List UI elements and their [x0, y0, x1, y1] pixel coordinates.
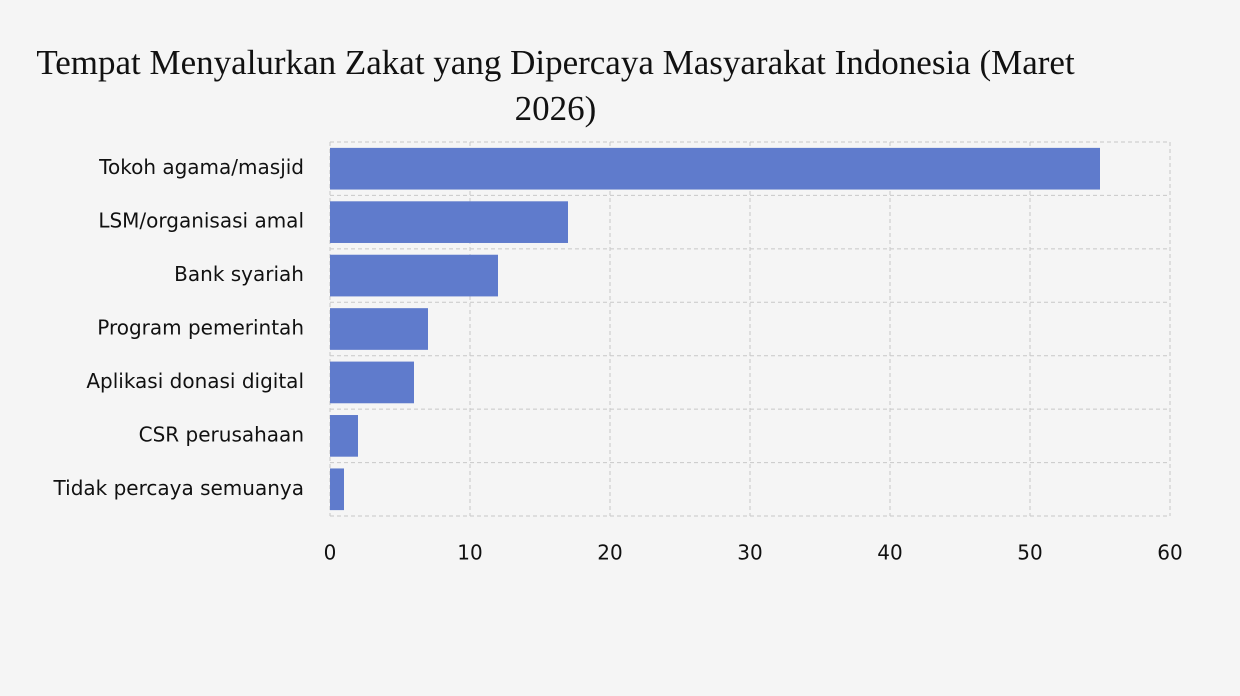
bar	[330, 147, 1100, 190]
bar	[330, 254, 498, 297]
x-tick-label: 10	[457, 541, 482, 565]
bar	[330, 468, 344, 511]
y-tick-label: Aplikasi donasi digital	[86, 369, 304, 393]
bar	[330, 308, 428, 350]
y-tick-label: CSR perusahaan	[139, 422, 304, 446]
x-tick-label: 60	[1157, 541, 1182, 565]
chart-title: Tempat Menyalurkan Zakat yang Dipercaya …	[36, 43, 1075, 128]
x-tick-label: 30	[737, 541, 762, 565]
bar	[330, 201, 568, 243]
x-tick-label: 20	[597, 541, 622, 565]
y-tick-label: LSM/organisasi amal	[98, 209, 304, 233]
y-tick-label: Tokoh agama/masjid	[98, 155, 304, 179]
bar	[330, 415, 358, 457]
x-tick-label: 0	[324, 541, 337, 565]
y-tick-label: Tidak percaya semuanya	[53, 476, 304, 500]
y-tick-label: Program pemerintah	[97, 316, 304, 340]
x-tick-label: 40	[877, 541, 902, 565]
bar	[330, 361, 414, 404]
x-tick-label: 50	[1017, 541, 1042, 565]
y-tick-label: Bank syariah	[174, 262, 304, 286]
